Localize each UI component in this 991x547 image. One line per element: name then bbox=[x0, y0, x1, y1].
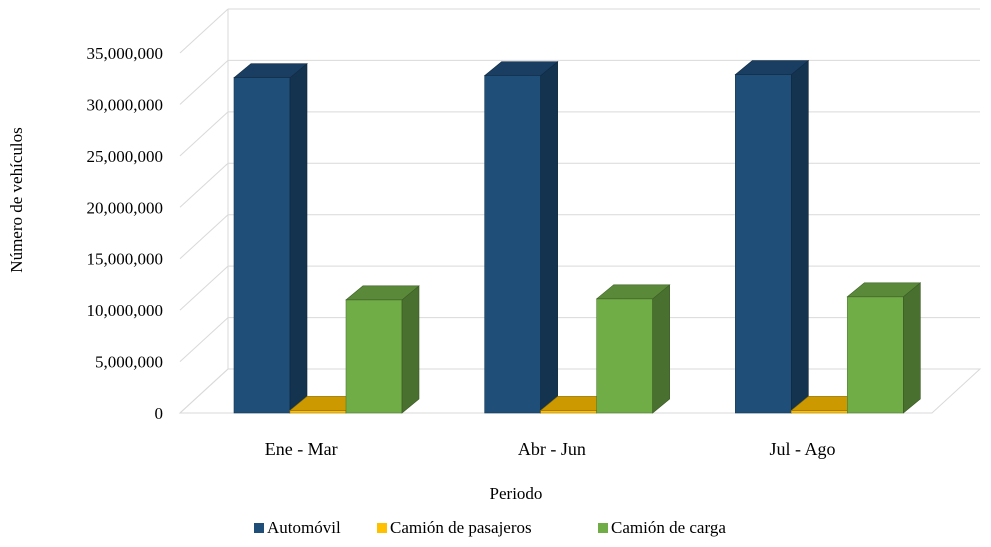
bar-top bbox=[233, 63, 308, 78]
bar-top bbox=[734, 60, 810, 75]
legend-label: Camión de carga bbox=[611, 518, 726, 537]
bar-front bbox=[540, 410, 597, 414]
y-tick-label: 0 bbox=[155, 404, 164, 423]
gridline-side bbox=[179, 111, 229, 157]
bar-side bbox=[791, 59, 809, 414]
legend-swatch bbox=[254, 523, 264, 533]
bar bbox=[345, 285, 420, 414]
x-axis-labels: Ene - Mar Abr - Jun Jul - Ago bbox=[265, 439, 836, 459]
bar-front bbox=[596, 298, 653, 414]
legend-item: Automóvil bbox=[254, 518, 341, 537]
gridline-side bbox=[179, 214, 229, 260]
y-tick-label: 20,000,000 bbox=[87, 198, 164, 217]
bar-front bbox=[233, 77, 291, 414]
gridlines bbox=[178, 8, 982, 414]
bar bbox=[483, 60, 559, 414]
bar-top bbox=[595, 284, 671, 300]
x-tick-label: Abr - Jun bbox=[518, 439, 586, 459]
bar bbox=[595, 284, 671, 414]
legend-swatch bbox=[598, 523, 608, 533]
y-tick-label: 30,000,000 bbox=[87, 95, 164, 114]
x-tick-label: Jul - Ago bbox=[770, 439, 836, 459]
floor bbox=[178, 368, 982, 414]
x-tick-label: Ene - Mar bbox=[265, 439, 338, 459]
bar bbox=[233, 63, 308, 414]
y-tick-label: 15,000,000 bbox=[87, 250, 164, 269]
bar-front bbox=[289, 410, 347, 414]
gridline-side bbox=[179, 162, 229, 208]
bar-front bbox=[847, 296, 904, 414]
bar-side bbox=[652, 284, 670, 414]
bar-side bbox=[903, 282, 921, 414]
bar-front bbox=[345, 299, 403, 414]
bar-top bbox=[846, 282, 922, 298]
y-axis-title: Número de vehículos bbox=[7, 127, 26, 272]
bar-front bbox=[791, 410, 848, 414]
legend-label: Camión de pasajeros bbox=[390, 518, 532, 537]
gridline-side bbox=[179, 317, 229, 362]
y-tick-label: 10,000,000 bbox=[87, 301, 164, 320]
legend-item: Camión de carga bbox=[598, 518, 726, 537]
legend: Automóvil Camión de pasajeros Camión de ca… bbox=[254, 518, 726, 537]
gridline-side bbox=[179, 60, 229, 105]
gridline-side bbox=[179, 8, 229, 54]
bar-side bbox=[289, 63, 308, 414]
legend-label: Automóvil bbox=[267, 518, 341, 537]
y-tick-label: 35,000,000 bbox=[87, 44, 164, 63]
bar-front bbox=[735, 74, 792, 414]
x-axis-title: Periodo bbox=[490, 484, 543, 503]
y-tick-label: 25,000,000 bbox=[87, 147, 164, 166]
legend-item: Camión de pasajeros bbox=[377, 518, 532, 537]
y-axis-ticks: 0 5,000,000 10,000,000 15,000,000 20,000,000… bbox=[87, 44, 164, 423]
bar bbox=[846, 282, 922, 414]
bar bbox=[734, 59, 810, 414]
bar-top bbox=[345, 285, 420, 301]
bar-front bbox=[484, 75, 541, 414]
bar-side bbox=[540, 60, 558, 414]
bar-top bbox=[483, 61, 559, 76]
gridline-side bbox=[179, 265, 229, 311]
legend-swatch bbox=[377, 523, 387, 533]
y-tick-label: 5,000,000 bbox=[95, 353, 163, 372]
bars bbox=[233, 59, 922, 414]
bar-side bbox=[401, 285, 420, 414]
